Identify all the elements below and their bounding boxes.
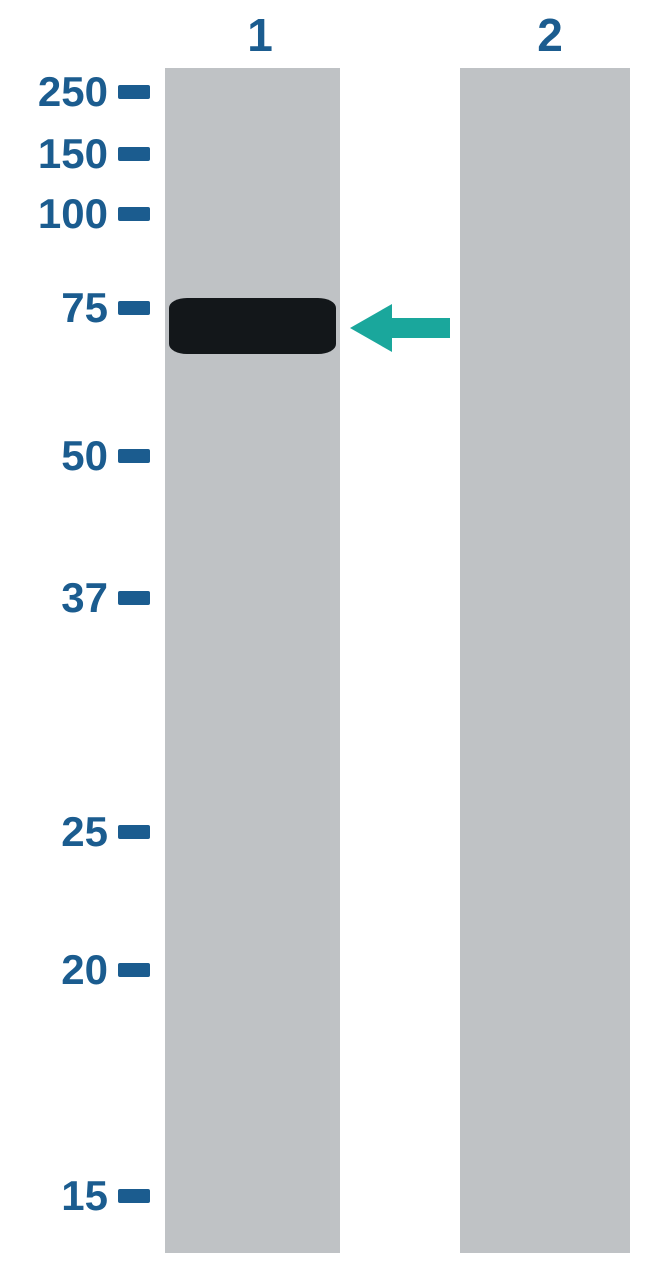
ladder-tick-75 (118, 301, 150, 315)
ladder-tick-150 (118, 147, 150, 161)
ladder-tick-250 (118, 85, 150, 99)
lane-header-2: 2 (520, 8, 580, 62)
ladder-label-15: 15 (0, 1172, 108, 1220)
ladder-label-75: 75 (0, 284, 108, 332)
lane-2 (460, 68, 630, 1253)
ladder-label-150: 150 (0, 130, 108, 178)
band-indicator-arrow-icon (350, 300, 450, 356)
ladder-label-250: 250 (0, 68, 108, 116)
ladder-tick-50 (118, 449, 150, 463)
western-blot-figure: 1 2 250 150 100 75 50 37 25 20 15 (0, 0, 650, 1270)
ladder-tick-37 (118, 591, 150, 605)
ladder-label-25: 25 (0, 808, 108, 856)
ladder-tick-20 (118, 963, 150, 977)
ladder-label-50: 50 (0, 432, 108, 480)
ladder-tick-25 (118, 825, 150, 839)
ladder-label-37: 37 (0, 574, 108, 622)
lane-header-1: 1 (230, 8, 290, 62)
lane-1 (165, 68, 340, 1253)
ladder-label-100: 100 (0, 190, 108, 238)
protein-band (169, 298, 336, 354)
ladder-tick-100 (118, 207, 150, 221)
ladder-tick-15 (118, 1189, 150, 1203)
ladder-label-20: 20 (0, 946, 108, 994)
